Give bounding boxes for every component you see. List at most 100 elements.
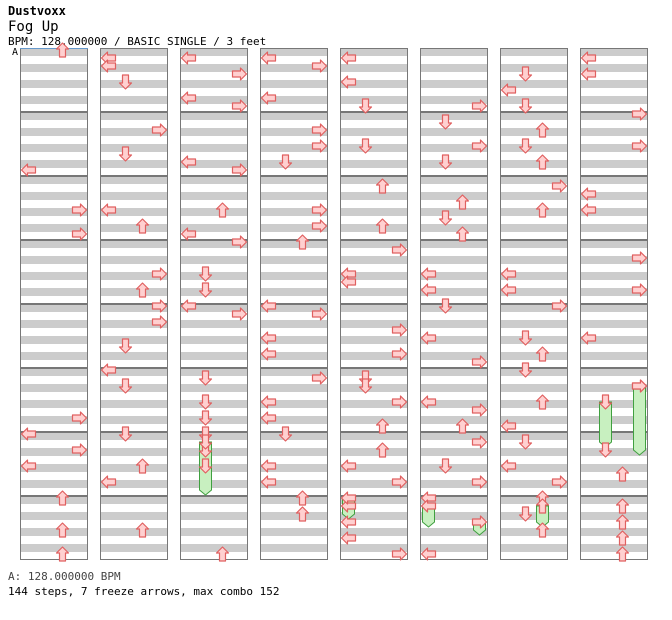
up-arrow-icon xyxy=(535,522,550,538)
measure-stripe xyxy=(100,96,168,104)
measure-stripe xyxy=(180,464,248,472)
measure-stripe xyxy=(500,320,568,328)
measure-border xyxy=(180,240,248,304)
measure-stripe xyxy=(340,288,408,296)
right-arrow-icon xyxy=(471,515,488,529)
measure-stripe xyxy=(180,160,248,168)
measure-stripe xyxy=(180,128,248,136)
up-arrow-icon xyxy=(135,282,150,298)
left-arrow-icon xyxy=(340,275,357,289)
measure-stripe xyxy=(580,416,648,424)
measure-stripe xyxy=(100,416,168,424)
measure-stripe xyxy=(180,288,248,296)
measure-stripe xyxy=(260,288,328,296)
measure xyxy=(500,432,568,496)
measure-stripe xyxy=(260,464,328,472)
up-arrow-icon xyxy=(455,194,470,210)
measure xyxy=(340,112,408,176)
right-arrow-icon xyxy=(631,283,648,297)
down-arrow-icon xyxy=(278,154,293,170)
right-arrow-icon xyxy=(631,107,648,121)
left-arrow-icon xyxy=(580,203,597,217)
measure-stripe xyxy=(420,288,488,296)
measure-stripe xyxy=(20,288,88,296)
measure-stripe xyxy=(340,144,408,152)
measure-stripe xyxy=(420,448,488,456)
bpm-legend: A: 128.000000 BPM xyxy=(8,570,121,583)
measure xyxy=(420,112,488,176)
measure-border xyxy=(260,240,328,304)
measure-stripe xyxy=(340,432,408,440)
measure xyxy=(340,304,408,368)
measure-stripe xyxy=(180,112,248,120)
measure-stripe xyxy=(20,384,88,392)
measure-stripe xyxy=(100,320,168,328)
measure-stripe xyxy=(260,192,328,200)
measure-stripe xyxy=(260,336,328,344)
measure-stripe xyxy=(580,224,648,232)
measure xyxy=(500,176,568,240)
up-arrow-icon xyxy=(455,226,470,242)
down-arrow-icon xyxy=(518,66,533,82)
measure-stripe xyxy=(260,112,328,120)
measure xyxy=(580,112,648,176)
measure-stripe xyxy=(340,208,408,216)
measure-stripe xyxy=(500,352,568,360)
measure-stripe xyxy=(580,208,648,216)
measure-stripe xyxy=(340,384,408,392)
left-arrow-icon xyxy=(260,51,277,65)
measure-stripe xyxy=(100,80,168,88)
measure-stripe xyxy=(420,224,488,232)
measure-stripe xyxy=(180,64,248,72)
up-arrow-icon xyxy=(55,522,70,538)
left-arrow-icon xyxy=(260,459,277,473)
measure xyxy=(500,368,568,432)
measure-stripe xyxy=(260,416,328,424)
measure-stripe xyxy=(260,80,328,88)
measure xyxy=(500,240,568,304)
measure-stripe xyxy=(420,192,488,200)
measure-stripe xyxy=(500,128,568,136)
up-arrow-icon xyxy=(615,466,630,482)
right-arrow-icon xyxy=(471,435,488,449)
measure xyxy=(260,496,328,560)
measure-stripe xyxy=(20,48,88,56)
measure-stripe xyxy=(20,432,88,440)
left-arrow-icon xyxy=(420,267,437,281)
left-arrow-icon xyxy=(260,91,277,105)
measure-stripe xyxy=(580,48,648,56)
measure-stripe xyxy=(500,208,568,216)
measure xyxy=(100,112,168,176)
measure-border xyxy=(20,112,88,176)
measure-border xyxy=(580,432,648,496)
measure-stripe xyxy=(100,144,168,152)
measure-stripe xyxy=(500,400,568,408)
measure-border xyxy=(340,368,408,432)
measure xyxy=(580,304,648,368)
measure-stripe xyxy=(500,288,568,296)
measure-stripe xyxy=(420,352,488,360)
up-arrow-icon xyxy=(55,490,70,506)
measure-border xyxy=(580,304,648,368)
down-arrow-icon xyxy=(518,98,533,114)
measure-stripe xyxy=(340,416,408,424)
down-arrow-icon xyxy=(198,394,213,410)
measure-stripe xyxy=(20,192,88,200)
down-arrow-icon xyxy=(518,506,533,522)
measure-stripe xyxy=(260,544,328,552)
measure-stripe xyxy=(180,176,248,184)
measure xyxy=(340,368,408,432)
right-arrow-icon xyxy=(71,203,88,217)
chart-info: BPM: 128.000000 / BASIC SINGLE / 3 feet xyxy=(8,35,267,48)
down-arrow-icon xyxy=(518,434,533,450)
measure xyxy=(180,304,248,368)
right-arrow-icon xyxy=(471,355,488,369)
measure-stripe xyxy=(500,512,568,520)
measure xyxy=(420,304,488,368)
measure-stripe xyxy=(100,336,168,344)
measure-stripe xyxy=(500,240,568,248)
left-arrow-icon xyxy=(180,299,197,313)
measure-stripe xyxy=(260,160,328,168)
up-arrow-icon xyxy=(375,178,390,194)
measure-border xyxy=(340,112,408,176)
